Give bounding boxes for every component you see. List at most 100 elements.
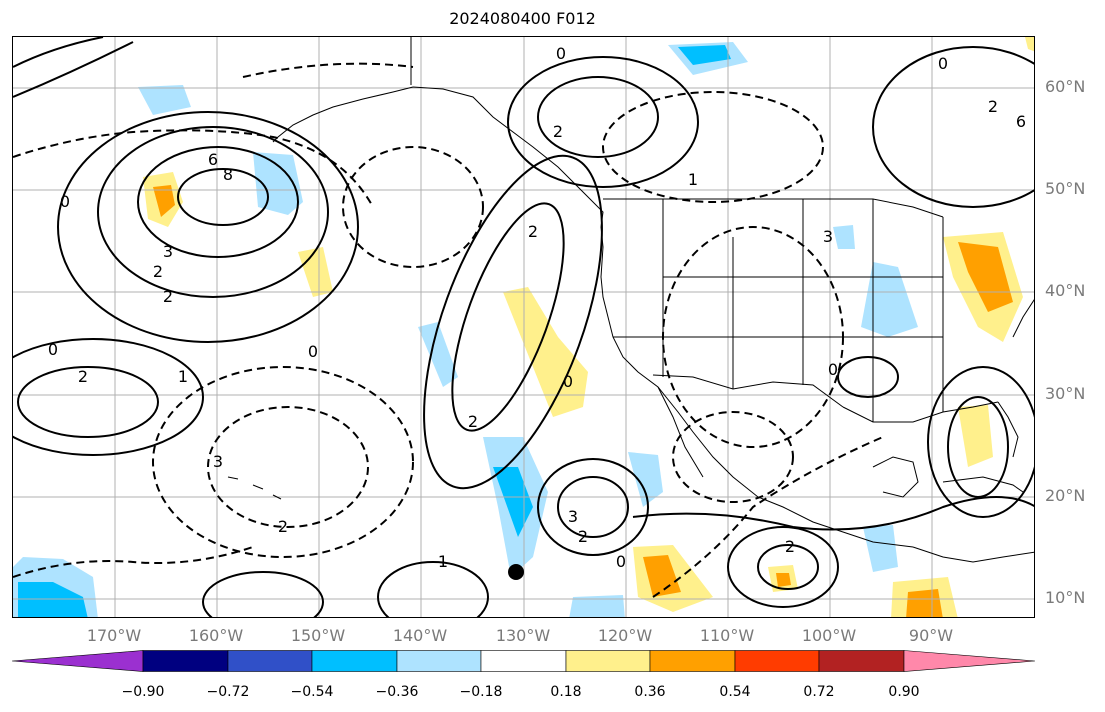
contour-lines (13, 37, 1034, 617)
yucatan (872, 456, 919, 498)
colorbar-tick: 0.18 (550, 684, 582, 700)
contour-dashed (672, 411, 794, 503)
shade-blue (138, 85, 191, 115)
shade-blue (833, 225, 855, 249)
colorbar-tick: 0.36 (634, 684, 666, 700)
colorbar-tick: 0.54 (719, 684, 751, 700)
shade-blue (863, 525, 898, 572)
contour-solid (727, 526, 839, 608)
lon-label-110w: 110°W (699, 626, 755, 645)
colorbar-segment (227, 650, 313, 672)
contour-solid (872, 46, 1034, 208)
lat-label-30n: 30°N (1045, 384, 1086, 403)
map-canvas: 6 8 0 3 2 2 0 1 2 0 2 2 3 2 0 2 0 1 0 3 … (13, 37, 1034, 617)
contour-dashed (602, 91, 824, 203)
shade-yellow (1025, 37, 1034, 52)
contour-dashed (13, 546, 254, 578)
contour-label: 6 (208, 150, 218, 169)
contour-solid (557, 476, 629, 538)
contour-label: 3 (213, 452, 223, 471)
shade-yellow (503, 287, 588, 417)
shade-yellow (958, 405, 993, 467)
lat-lon-grid (13, 37, 1034, 617)
contour-dashed (662, 226, 844, 448)
contour-solid (451, 202, 565, 432)
lat-label-40n: 40°N (1045, 281, 1086, 300)
shade-cyan (493, 467, 533, 537)
contour-label: 2 (988, 97, 998, 116)
colorbar-tick: −0.36 (375, 684, 419, 700)
colorbar-segment (649, 650, 736, 672)
colorbar-segment (734, 650, 820, 672)
colorbar-tick: 0.72 (803, 684, 835, 700)
colorbar-tick: −0.18 (459, 684, 503, 700)
contour-solid (137, 146, 299, 258)
contour-solid (757, 544, 819, 590)
contour-label: 0 (828, 360, 838, 379)
colorbar-segment (480, 650, 567, 672)
contour-dashed (652, 436, 884, 598)
colorbar-tick: 0.90 (888, 684, 920, 700)
colorbar-segment (818, 650, 905, 672)
baja-california (657, 386, 704, 478)
contour-solid (377, 561, 489, 617)
contour-label: 1 (688, 170, 698, 189)
contour-solid (13, 41, 134, 98)
shade-orange (153, 185, 175, 217)
contour-label: 6 (1016, 112, 1026, 131)
marker-dot (508, 564, 524, 580)
contour-dashed (342, 146, 484, 268)
contour-label: 0 (563, 372, 573, 391)
lon-label-90w: 90°W (908, 626, 954, 645)
contour-label: 2 (163, 287, 173, 306)
central-america (912, 546, 1034, 563)
shade-blue (861, 262, 918, 337)
contour-solid (177, 168, 269, 226)
cuba (942, 476, 1024, 493)
shade-blue (418, 322, 458, 387)
map-panel: 6 8 0 3 2 2 0 1 2 0 2 2 3 2 0 2 0 1 0 3 … (12, 36, 1035, 618)
lon-label-160w: 160°W (188, 626, 244, 645)
contour-dashed (242, 62, 414, 78)
hawaii (227, 476, 282, 500)
contour-label: 3 (568, 507, 578, 526)
lat-label-10n: 10°N (1045, 588, 1086, 607)
lon-label-120w: 120°W (597, 626, 653, 645)
colorbar (12, 650, 1035, 672)
shade-cyan (678, 45, 731, 65)
contour-label: 2 (578, 527, 588, 546)
contour-solid (97, 126, 329, 298)
colorbar-tick: −0.90 (121, 684, 165, 700)
contour-label: 2 (278, 517, 288, 536)
contour-solid (632, 496, 1034, 531)
shade-orange (906, 589, 943, 617)
contour-label: 2 (785, 537, 795, 556)
florida (997, 401, 1019, 458)
alaska-peninsula (272, 86, 414, 143)
lat-label-60n: 60°N (1045, 77, 1086, 96)
coastlines (227, 37, 1034, 563)
contour-label: 2 (78, 367, 88, 386)
colorbar-segment (565, 650, 651, 672)
contour-label: 0 (616, 552, 626, 571)
lat-label-20n: 20°N (1045, 486, 1086, 505)
contour-label: 2 (153, 262, 163, 281)
contour-label: 1 (178, 367, 188, 386)
colorbar-segment (142, 650, 229, 672)
contour-solid (927, 366, 1034, 518)
contour-solid (17, 366, 159, 438)
contour-solid (57, 111, 359, 343)
contour-solid (507, 56, 699, 188)
contour-solid (202, 571, 324, 617)
shade-blue (628, 452, 663, 507)
colorbar-tick: −0.54 (290, 684, 334, 700)
colorbar-segment (903, 650, 1035, 672)
shade-orange (958, 242, 1013, 312)
contour-label: 2 (553, 122, 563, 141)
contour-solid (423, 154, 603, 490)
shade-blue (569, 595, 625, 617)
west-coast (600, 226, 914, 548)
lon-label-150w: 150°W (290, 626, 346, 645)
contour-label: 8 (223, 165, 233, 184)
lon-label-140w: 140°W (392, 626, 448, 645)
